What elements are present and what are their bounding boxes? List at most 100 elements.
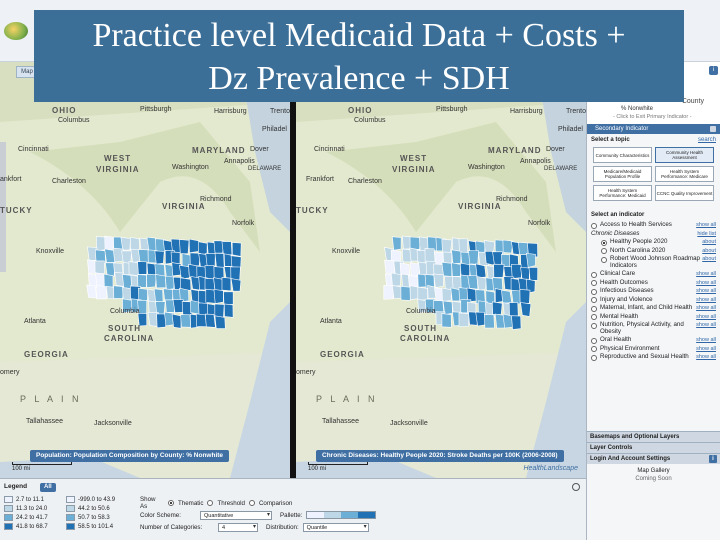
county-shape[interactable] [204, 313, 216, 328]
indicator-link[interactable]: about [702, 239, 716, 245]
county-shape[interactable] [155, 274, 167, 289]
indicator-item[interactable]: Physical Environment show all [591, 345, 716, 352]
indicator-link[interactable]: show all [696, 322, 716, 328]
indicator-radio[interactable] [591, 305, 597, 312]
indicator-radio[interactable] [591, 354, 597, 361]
indicator-item[interactable]: Maternal, Infant, and Child Health show a… [591, 304, 716, 312]
county-shape[interactable] [467, 275, 479, 290]
county-shape[interactable] [104, 248, 116, 263]
county-shape[interactable] [511, 289, 522, 305]
county-shape[interactable] [501, 289, 513, 304]
county-shape[interactable] [409, 236, 421, 250]
county-shape[interactable] [94, 260, 105, 275]
indicator-link[interactable]: about [702, 256, 716, 262]
county-shape[interactable] [104, 235, 115, 251]
county-shape[interactable] [213, 289, 224, 304]
indicator-item[interactable]: Access to Health Services show all [591, 221, 716, 229]
info-icon[interactable]: i [709, 455, 717, 463]
close-icon[interactable] [572, 483, 580, 491]
county-shape[interactable] [105, 262, 116, 277]
collapse-icon[interactable] [710, 126, 716, 132]
indicator-radio[interactable] [591, 288, 597, 295]
county-shape[interactable] [214, 252, 225, 268]
county-shape[interactable] [94, 272, 106, 288]
county-shape[interactable] [224, 303, 234, 318]
county-shape[interactable] [172, 299, 184, 313]
county-shape[interactable] [230, 266, 241, 281]
color-scheme-select[interactable]: Quantitative [200, 510, 272, 520]
indicator-link[interactable]: show all [696, 271, 716, 277]
county-shape[interactable] [213, 277, 224, 292]
indicator-radio[interactable] [591, 346, 597, 352]
login-bar[interactable]: Login And Account Settings i [587, 453, 720, 464]
county-shape[interactable] [460, 262, 471, 277]
county-shape[interactable] [179, 239, 190, 255]
county-shape[interactable] [214, 315, 226, 329]
county-shape[interactable] [213, 240, 225, 254]
county-shape[interactable] [511, 315, 522, 330]
indicator-item[interactable]: Healthy People 2020 about [591, 238, 716, 246]
county-shape[interactable] [138, 287, 148, 302]
right-map[interactable]: OHIO Columbus Pittsburgh Harrisburg Tren… [296, 62, 586, 478]
right-map-canvas[interactable] [296, 62, 586, 478]
county-shape[interactable] [120, 236, 131, 251]
indicator-link[interactable]: hide list [697, 230, 716, 237]
distribution-select[interactable]: Quantile [302, 522, 369, 532]
comparison-radio[interactable] [248, 500, 255, 507]
county-shape[interactable] [137, 274, 147, 288]
county-shape[interactable] [146, 273, 157, 288]
county-shape[interactable] [188, 238, 200, 254]
county-shape[interactable] [221, 241, 233, 256]
county-shape[interactable] [221, 277, 232, 292]
county-shape[interactable] [153, 288, 164, 304]
county-shape[interactable] [400, 285, 411, 301]
indicator-item[interactable]: Chronic Diseases hide list [591, 230, 716, 238]
county-shape[interactable] [164, 275, 175, 291]
county-shape[interactable] [424, 248, 436, 264]
indicator-item[interactable]: Reproductive and Sexual Health show all [591, 353, 716, 361]
county-shape[interactable] [137, 249, 149, 264]
threshold-radio[interactable] [207, 500, 214, 507]
county-shape[interactable] [384, 259, 396, 275]
indicator-link[interactable]: about [702, 247, 716, 254]
left-map[interactable]: OHIO Columbus Pittsburgh Harrisburg Tren… [0, 62, 290, 478]
county-shape[interactable] [451, 262, 462, 277]
county-shape[interactable] [154, 250, 165, 265]
layer-controls-bar[interactable]: Layer Controls [587, 442, 720, 453]
indicator-radio[interactable] [601, 256, 607, 263]
county-shape[interactable] [451, 249, 462, 264]
indicator-link[interactable]: show all [696, 337, 716, 343]
topic-button-active[interactable]: Community Health Assessment [655, 147, 714, 163]
county-shape[interactable] [475, 263, 487, 279]
indicator-link[interactable]: show all [696, 279, 716, 286]
indicator-item[interactable]: Injury and Violence show all [591, 296, 716, 303]
indicator-radio[interactable] [591, 271, 597, 278]
indicator-item[interactable]: Oral Health show all [591, 336, 716, 344]
search-link[interactable]: search [697, 137, 716, 143]
indicator-radio[interactable] [591, 314, 597, 320]
county-shape[interactable] [493, 263, 505, 278]
num-categories-select[interactable]: 4 [218, 522, 258, 532]
county-shape[interactable] [128, 261, 139, 277]
county-shape[interactable] [502, 239, 514, 254]
basemaps-bar[interactable]: Basemaps and Optional Layers [587, 431, 720, 442]
county-shape[interactable] [390, 272, 402, 287]
indicator-radio[interactable] [591, 322, 597, 329]
county-shape[interactable] [180, 314, 192, 328]
county-shape[interactable] [441, 287, 452, 302]
county-shape[interactable] [231, 242, 242, 257]
county-shape[interactable] [205, 253, 216, 268]
county-shape[interactable] [156, 313, 167, 329]
county-shape[interactable] [476, 276, 487, 291]
county-shape[interactable] [491, 301, 503, 315]
indicator-radio[interactable] [591, 222, 597, 229]
map-divider[interactable] [290, 62, 296, 478]
indicator-link[interactable]: show all [696, 222, 716, 228]
county-shape[interactable] [402, 248, 413, 263]
topic-button[interactable]: Medicare/Medicaid Population Profile [593, 166, 652, 182]
zoom-control[interactable] [0, 142, 6, 272]
indicator-radio[interactable] [591, 280, 597, 286]
indicator-item[interactable]: Nutrition, Physical Activity, and Obesit… [591, 321, 716, 335]
county-shape[interactable] [230, 278, 242, 292]
county-shape[interactable] [165, 299, 176, 313]
